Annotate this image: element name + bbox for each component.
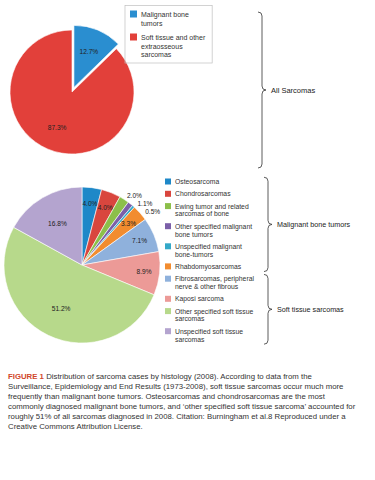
figure: 12.7% 87.3% Malignant bone tumors Soft tiss… (0, 0, 375, 370)
legend-label: Unspecified soft tissue sarcomas (175, 328, 245, 343)
legend-label-line: extraosseous (141, 43, 185, 50)
legend-swatch (165, 276, 171, 282)
legend-label-line: Unspecified soft tissue (175, 328, 245, 336)
legend-label-line: sarcomas (141, 51, 172, 58)
legend-swatch (165, 308, 171, 314)
group-brace (264, 274, 272, 344)
legend-label-line: sarcomas (175, 336, 205, 343)
legend-swatch (165, 191, 171, 197)
legend-label: Fibrosarcomas, peripheral nerve & other … (175, 275, 256, 290)
legend-swatch (165, 203, 171, 209)
legend-label-line: sarcomas of bone (175, 210, 229, 217)
legend-swatch (165, 263, 171, 269)
legend-box (125, 6, 212, 64)
legend-label: Kaposi sarcoma (175, 295, 224, 303)
data-label: 0.5% (145, 208, 160, 215)
data-label: 12.7% (80, 48, 99, 55)
legend-label-line: Ewing tumor and related (175, 203, 251, 211)
legend-label-line: Other specified malignant (175, 223, 254, 231)
legend-label-line: tumors (141, 20, 163, 27)
group-label: Malignant bone tumors (277, 220, 351, 229)
legend-label: Soft tissue and other extraosseous sarco… (141, 34, 207, 58)
legend-label-line: Rhabdomyosarcomas (175, 263, 242, 271)
pie: 12.7% 87.3% (10, 25, 134, 154)
legend-label-line: Unspecified malignant (175, 243, 244, 251)
legend-swatch (165, 223, 171, 229)
legend-label: Chondrosarcomas (175, 190, 231, 197)
legend-label-line: bone tumors (175, 231, 213, 238)
group-brace (264, 177, 272, 271)
data-label: 8.9% (137, 268, 152, 275)
legend-swatch (130, 11, 137, 18)
pie-slice (14, 187, 82, 265)
legend-label-line: Kaposi sarcoma (175, 295, 224, 303)
data-label: 4.0% (82, 200, 97, 207)
figure-svg: 12.7% 87.3% Malignant bone tumors Soft tiss… (0, 0, 375, 370)
legend-label-line: Other specified soft tissue (175, 308, 255, 316)
legend: Malignant bone tumors Soft tissue and oth… (125, 6, 212, 64)
data-label: 16.8% (48, 220, 67, 227)
group-label: All Sarcomas (271, 86, 315, 95)
legend-label-line: Fibrosarcomas, peripheral (175, 275, 256, 283)
legend-label-line: sarcomas (175, 315, 205, 322)
legend-swatch (165, 179, 171, 185)
data-label: 4.0% (98, 204, 113, 211)
caption-text: Distribution of sarcoma cases by histolo… (8, 372, 355, 431)
legend-label: Other specified soft tissue sarcomas (175, 308, 255, 323)
data-label: 2.0% (127, 192, 142, 199)
legend-label: Unspecified malignant bone-tumors (175, 243, 244, 258)
pie-slice (10, 30, 134, 154)
pie-chart: 12.7% 87.3% Malignant bone tumors Soft tiss… (10, 6, 315, 169)
caption-label: FIGURE 1 (8, 372, 44, 381)
legend-label-line: Osteosarcoma (175, 178, 219, 185)
legend-swatch (165, 296, 171, 302)
legend-label: Other specified malignant bone tumors (175, 223, 254, 238)
legend-label: Osteosarcoma (175, 178, 219, 185)
data-label: 3.3% (121, 220, 136, 227)
group-brace (258, 12, 266, 168)
caption: FIGURE 1 Distribution of sarcoma cases b… (8, 372, 358, 432)
pie: 4.0%4.0% 2.0%1.1%0.5% 3.3% 7.1% 8.9% 51.2% 16.… (4, 187, 160, 343)
legend-swatch (130, 34, 137, 41)
legend-label: Malignant bone tumors (141, 11, 191, 27)
data-label: 7.1% (132, 237, 147, 244)
legend-label-line: Soft tissue and other (141, 34, 207, 41)
legend-label: Rhabdomyosarcomas (175, 263, 242, 271)
legend-label-line: nerve & other fibrous (175, 283, 239, 290)
group-label: Soft tissue sarcomas (277, 305, 344, 314)
data-label: 51.2% (52, 305, 71, 312)
legend-swatch (165, 243, 171, 249)
data-label: 1.1% (137, 200, 152, 207)
caption-space (44, 372, 46, 381)
legend-swatch (165, 328, 171, 334)
legend-label: Ewing tumor and related sarcomas of bone (175, 203, 251, 218)
pie-chart: 4.0%4.0% 2.0%1.1%0.5% 3.3% 7.1% 8.9% 51.2% 16.… (4, 177, 351, 344)
legend-label-line: bone-tumors (175, 251, 214, 258)
legend: Osteosarcoma Chondrosarcomas Ewing tumor a… (165, 178, 256, 343)
legend-label-line: Malignant bone (141, 11, 191, 19)
data-label: 87.3% (48, 124, 67, 131)
legend-label-line: Chondrosarcomas (175, 190, 231, 197)
